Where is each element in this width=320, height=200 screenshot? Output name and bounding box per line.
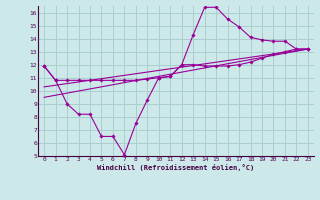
X-axis label: Windchill (Refroidissement éolien,°C): Windchill (Refroidissement éolien,°C): [97, 164, 255, 171]
